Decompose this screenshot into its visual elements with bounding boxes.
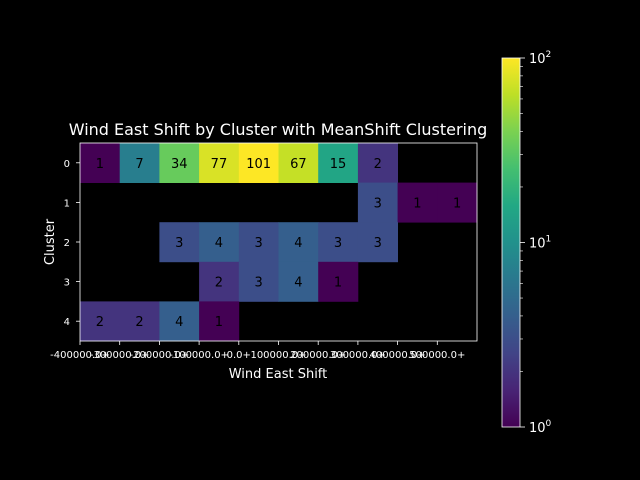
cell-value-label: 1: [96, 157, 104, 172]
heatmap-cell: [119, 143, 160, 183]
y-tick-label: 2: [64, 238, 70, 249]
heatmap-cells: 1 7 34 77 101 67 15 23 1 13 4 3 4 3 32 3 4 12 2 4 1: [80, 143, 478, 342]
heatmap-cell: [199, 222, 240, 263]
colorbar-tick-label: 102: [529, 50, 551, 67]
x-tick-label: -200000.0+: [130, 350, 190, 361]
x-axis-ticks: -400000.0+-300000.0+-200000.0+-100000.0+…: [50, 341, 465, 361]
cell-value-label: 1: [334, 276, 342, 291]
heatmap-cell: [318, 143, 359, 183]
cell-value-label: 4: [294, 276, 302, 291]
cell-value-label: 2: [374, 157, 382, 172]
heatmap-cell: [199, 261, 240, 302]
cell-value-label: 3: [175, 236, 183, 251]
y-tick-label: 1: [64, 198, 70, 209]
cell-value-label: 3: [255, 236, 263, 251]
cell-value-label: 2: [135, 315, 143, 330]
cell-value-label: 67: [290, 157, 307, 172]
cell-value-label: 1: [413, 196, 421, 211]
heatmap-cell: [80, 143, 121, 183]
y-axis-ticks: 0 1 2 3 4: [64, 159, 80, 328]
heatmap-cell: [437, 182, 478, 223]
heatmap-cell: [238, 143, 279, 183]
heatmap-cell: [357, 182, 398, 223]
heatmap-cell: [238, 261, 279, 302]
cell-value-label: 2: [96, 315, 104, 330]
x-tick-label: 200000.0+: [290, 350, 346, 361]
y-axis-label: Cluster: [43, 218, 58, 265]
x-tick-label: -100000.0+: [169, 350, 229, 361]
cell-value-label: 15: [330, 157, 347, 172]
heatmap-cell: [357, 143, 398, 183]
cell-value-label: 101: [246, 157, 271, 172]
heatmap-cell: [238, 222, 279, 263]
x-tick-label: 0.0+: [227, 350, 251, 361]
heatmap-cell: [159, 143, 200, 183]
colorbar-ticks: 100 101 102: [520, 50, 552, 436]
cell-value-label: 4: [294, 236, 302, 251]
x-tick-label: 100000.0+: [250, 350, 306, 361]
cell-value-label: 4: [175, 315, 183, 330]
heatmap-cell: [199, 143, 240, 183]
heatmap-cell: [318, 222, 359, 263]
colorbar-tick-label: 101: [529, 235, 551, 252]
heatmap-cell: [159, 222, 200, 263]
heatmap-cell: [278, 222, 319, 263]
cell-value-label: 3: [255, 276, 263, 291]
colorbar-tick-label: 100: [529, 419, 552, 436]
heatmap-cell: [199, 301, 240, 342]
cell-value-label: 77: [211, 157, 228, 172]
x-tick-label: -400000.0+: [50, 350, 110, 361]
x-tick-label: -300000.0+: [90, 350, 150, 361]
cell-value-label: 7: [135, 157, 143, 172]
x-tick-label: 300000.0+: [330, 350, 386, 361]
colorbar: [501, 57, 521, 428]
chart-title: Wind East Shift by Cluster with MeanShif…: [69, 120, 488, 139]
heatmap-cell: [318, 261, 359, 302]
y-tick-label: 4: [64, 317, 70, 328]
cell-value-label: 34: [171, 157, 188, 172]
x-tick-label: 500000.0+: [409, 350, 465, 361]
heatmap-cell: [278, 143, 319, 183]
cell-value-label: 4: [215, 236, 223, 251]
heatmap-cell: [159, 301, 200, 342]
cell-value-label: 3: [334, 236, 342, 251]
y-tick-label: 3: [64, 278, 70, 289]
cell-value-label: 1: [453, 196, 461, 211]
heatmap-cell: [80, 301, 121, 342]
heatmap-cell: [397, 182, 438, 223]
cell-value-label: 3: [374, 196, 382, 211]
cell-value-label: 1: [215, 315, 223, 330]
heatmap-cell: [278, 261, 319, 302]
x-tick-label: 400000.0+: [370, 350, 426, 361]
y-tick-label: 0: [64, 159, 70, 170]
cell-value-label: 3: [374, 236, 382, 251]
x-axis-label: Wind East Shift: [229, 367, 328, 382]
cell-value-label: 2: [215, 276, 223, 291]
heatmap-cell: [357, 222, 398, 263]
heatmap-cell: [119, 301, 160, 342]
